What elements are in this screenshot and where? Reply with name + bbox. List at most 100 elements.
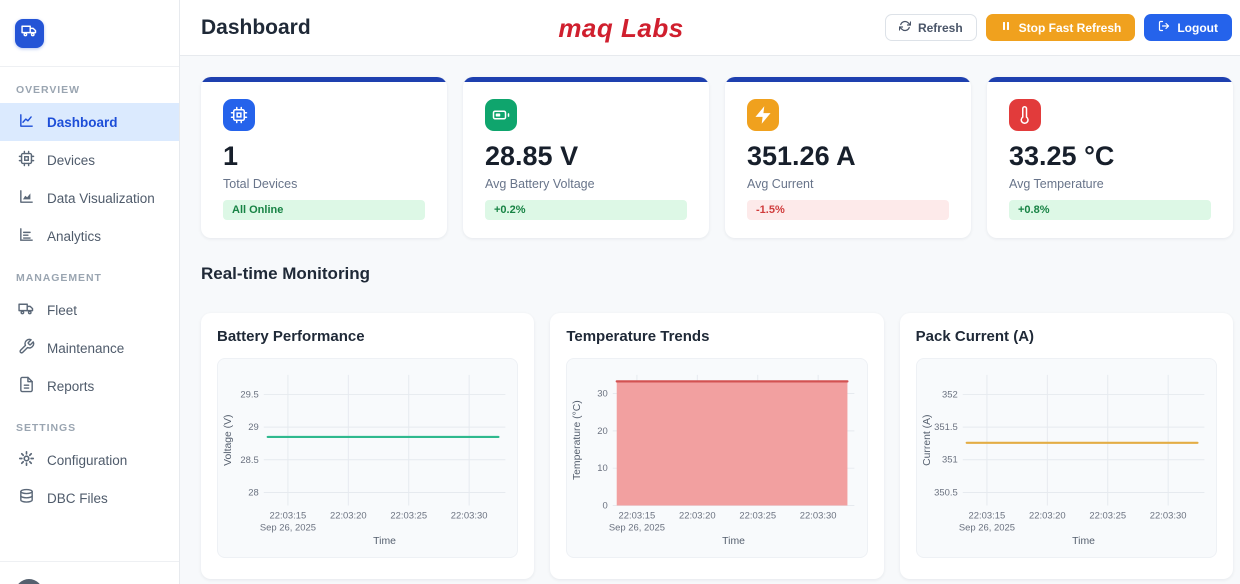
header-actions: Refresh Stop Fast Refresh Logout — [884, 14, 1232, 41]
stat-label: Avg Current — [747, 177, 814, 191]
logout-button[interactable]: Logout — [1144, 14, 1232, 41]
svg-text:29: 29 — [248, 421, 258, 432]
svg-text:10: 10 — [598, 462, 608, 473]
stat-label: Total Devices — [223, 177, 298, 191]
status-badge: All Online — [223, 200, 425, 220]
svg-text:Time: Time — [373, 536, 396, 547]
brand-logo: maq Labs — [558, 13, 684, 43]
logout-label: Logout — [1177, 20, 1218, 35]
svg-text:Time: Time — [1072, 536, 1095, 547]
sidebar-item-label: Data Visualization — [47, 190, 155, 206]
pack-current-plot[interactable]: 350.5 351 351.5 352 22:03:15 22:03:20 22:03:25… — [915, 358, 1217, 558]
status-badge: +0.2% — [485, 200, 687, 220]
cpu-icon — [18, 150, 35, 170]
status-badge: +0.8% — [1009, 200, 1211, 220]
stop-fast-refresh-button[interactable]: Stop Fast Refresh — [985, 14, 1136, 41]
chart-title: Battery Performance — [217, 328, 365, 345]
sidebar-item-dashboard[interactable]: Dashboard — [0, 103, 179, 141]
card-accent — [201, 77, 447, 82]
sidebar-item-configuration[interactable]: Configuration — [0, 441, 179, 479]
stat-value: 1 — [223, 141, 239, 171]
sidebar-item-dbc-files[interactable]: DBC Files — [0, 479, 179, 517]
svg-text:Sep 26, 2025: Sep 26, 2025 — [959, 521, 1015, 532]
card-accent — [463, 77, 709, 82]
svg-text:20: 20 — [598, 425, 608, 436]
chart-title: Pack Current (A) — [915, 328, 1035, 345]
svg-text:22:03:25: 22:03:25 — [390, 509, 427, 520]
bar-chart-icon — [18, 226, 35, 246]
sidebar-item-label: Fleet — [47, 302, 78, 318]
logout-icon — [1158, 20, 1170, 35]
wrench-icon — [18, 338, 35, 358]
refresh-label: Refresh — [917, 20, 963, 35]
top-header: Dashboard maq Labs Refresh Stop Fast Ref… — [180, 0, 1240, 56]
svg-text:Time: Time — [722, 536, 745, 547]
svg-text:Sep 26, 2025: Sep 26, 2025 — [260, 521, 316, 532]
sidebar-section-overview: OVERVIEW — [16, 84, 80, 96]
chart-title: Temperature Trends — [566, 328, 710, 345]
cpu-icon — [223, 99, 255, 131]
main-area: Dashboard maq Labs Refresh Stop Fast Ref… — [180, 0, 1240, 584]
svg-text:22:03:15: 22:03:15 — [270, 509, 307, 520]
stat-value: 33.25 °C — [1009, 141, 1115, 171]
content: 1 Total Devices All Online 28.85 V Avg B… — [180, 56, 1240, 584]
sidebar-item-fleet[interactable]: Fleet — [0, 291, 179, 329]
pause-icon — [1000, 20, 1012, 35]
chart-card-temperature-trends: Temperature Trends 0 10 20 30 22:03:15 22:03:… — [550, 313, 884, 579]
stat-label: Avg Battery Voltage — [485, 177, 595, 191]
sidebar-item-devices[interactable]: Devices — [0, 141, 179, 179]
svg-text:22:03:15: 22:03:15 — [619, 509, 656, 520]
truck-icon — [18, 300, 35, 320]
gear-icon — [18, 450, 35, 470]
svg-text:351: 351 — [942, 454, 958, 465]
svg-text:352: 352 — [942, 388, 958, 399]
svg-text:22:03:30: 22:03:30 — [451, 509, 488, 520]
svg-text:28.5: 28.5 — [240, 454, 258, 465]
sidebar-item-label: Reports — [47, 378, 95, 394]
battery-performance-plot[interactable]: 28 28.5 29 29.5 22:03:15 22:03:20 22:03:25 22:0… — [217, 358, 519, 558]
sidebar-item-label: Maintenance — [47, 340, 125, 356]
stat-card-total-devices: 1 Total Devices All Online — [201, 77, 447, 238]
file-text-icon — [18, 376, 35, 396]
sidebar-item-label: Dashboard — [47, 114, 118, 130]
svg-text:Sep 26, 2025: Sep 26, 2025 — [609, 521, 665, 532]
sidebar-logo-row — [0, 0, 179, 67]
card-accent — [725, 77, 971, 82]
sidebar-item-maintenance[interactable]: Maintenance — [0, 329, 179, 367]
chart-card-battery-performance: Battery Performance 28 28.5 29 29.5 22:03:15… — [201, 313, 535, 579]
database-icon — [18, 488, 35, 508]
svg-text:22:03:20: 22:03:20 — [679, 509, 716, 520]
sidebar-item-label: Configuration — [47, 452, 128, 468]
sidebar-section-settings: SETTINGS — [16, 422, 77, 434]
sidebar-section-management: MANAGEMENT — [16, 272, 102, 284]
monitoring-section-title: Real-time Monitoring — [201, 264, 371, 283]
svg-text:350.5: 350.5 — [934, 486, 958, 497]
stat-card-avg-battery-voltage: 28.85 V Avg Battery Voltage +0.2% — [463, 77, 709, 238]
sidebar-item-label: Devices — [47, 152, 96, 168]
temperature-trends-plot[interactable]: 0 10 20 30 22:03:15 22:03:20 22:03:25 22:03:30 S… — [566, 358, 868, 558]
svg-text:Voltage (V): Voltage (V) — [223, 414, 234, 465]
svg-text:Current (A): Current (A) — [922, 415, 933, 466]
svg-text:22:03:30: 22:03:30 — [1149, 509, 1186, 520]
chart-line-icon — [18, 112, 35, 132]
svg-text:22:03:25: 22:03:25 — [740, 509, 777, 520]
stat-value: 351.26 A — [747, 141, 856, 171]
sidebar-item-data-visualization[interactable]: Data Visualization — [0, 179, 179, 217]
refresh-icon — [898, 20, 912, 35]
svg-text:22:03:15: 22:03:15 — [968, 509, 1005, 520]
refresh-button[interactable]: Refresh — [884, 14, 977, 41]
user-avatar[interactable] — [15, 579, 43, 584]
sidebar-item-analytics[interactable]: Analytics — [0, 217, 179, 255]
svg-text:22:03:20: 22:03:20 — [330, 509, 367, 520]
stat-value: 28.85 V — [485, 141, 579, 171]
sidebar-item-reports[interactable]: Reports — [0, 367, 179, 405]
app-logo[interactable] — [15, 18, 44, 48]
sidebar-item-label: DBC Files — [47, 490, 108, 506]
page-title: Dashboard — [201, 15, 311, 39]
sidebar-item-label: Analytics — [47, 228, 102, 244]
svg-text:29.5: 29.5 — [240, 388, 258, 399]
stop-fast-refresh-label: Stop Fast Refresh — [1018, 20, 1122, 35]
svg-text:Temperature (°C): Temperature (°C) — [572, 400, 583, 480]
stat-card-avg-temperature: 33.25 °C Avg Temperature +0.8% — [987, 77, 1233, 238]
